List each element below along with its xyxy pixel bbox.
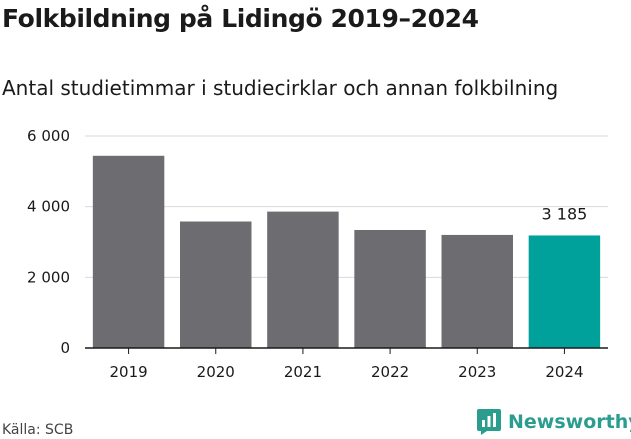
bar [528,235,601,348]
x-tick-label: 2024 [545,363,583,381]
x-tick-label: 2022 [371,363,409,381]
newsworthy-brand[interactable]: Newsworthy [476,408,631,436]
x-tick-label: 2023 [458,363,496,381]
y-tick-label: 6 000 [27,127,70,145]
x-tick-label: 2021 [284,363,322,381]
chart-subtitle: Antal studietimmar i studiecirklar och a… [2,76,559,100]
y-tick-label: 0 [60,339,70,357]
bar [92,155,165,348]
y-tick-label: 4 000 [27,198,70,216]
newsworthy-logo-icon [477,409,501,435]
bar [267,211,339,348]
chart-title: Folkbildning på Lidingö 2019–2024 [2,4,479,33]
x-tick-label: 2019 [109,363,147,381]
brand-name: Newsworthy [508,411,631,433]
x-tick-label: 2020 [197,363,235,381]
data-label: 3 185 [542,204,588,223]
bar [354,229,426,348]
bar [180,221,252,348]
bar [441,234,513,348]
source-note: Källa: SCB [2,422,74,438]
y-tick-label: 2 000 [27,268,70,286]
